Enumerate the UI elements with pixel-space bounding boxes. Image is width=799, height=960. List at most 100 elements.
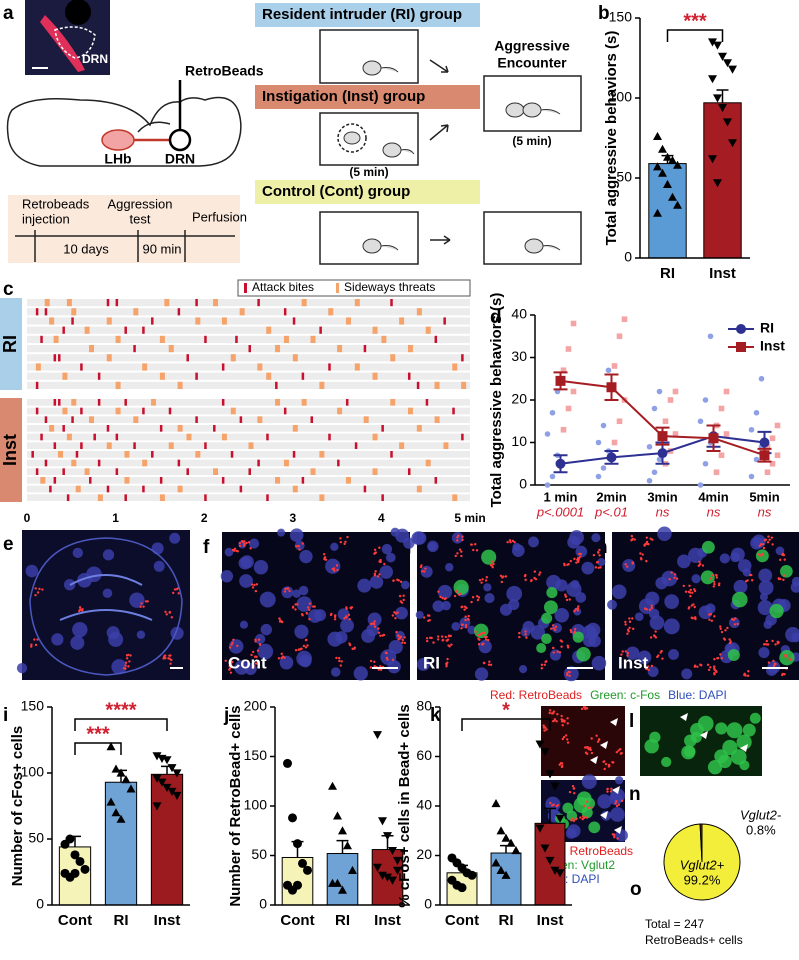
event	[80, 407, 83, 415]
nucleus	[585, 622, 601, 638]
nucleus	[758, 568, 773, 583]
event	[213, 468, 219, 475]
mice	[343, 60, 561, 254]
cell	[661, 756, 672, 768]
event	[177, 381, 183, 389]
legend-box	[237, 279, 471, 297]
pie-label: Vglut2+	[680, 857, 725, 872]
nucleus	[260, 623, 273, 636]
bead	[281, 655, 285, 658]
data-point	[506, 838, 516, 847]
nucleus	[758, 647, 770, 659]
event	[53, 335, 59, 343]
nucleus	[597, 557, 606, 567]
event	[461, 354, 464, 362]
bead	[582, 706, 586, 709]
bead	[312, 605, 315, 608]
bead	[561, 719, 565, 723]
bead	[345, 607, 348, 610]
bead	[305, 612, 309, 615]
bead	[630, 534, 634, 538]
bead	[589, 748, 592, 752]
bead	[500, 580, 503, 584]
cell	[749, 712, 761, 724]
bead	[719, 625, 722, 628]
bead	[373, 665, 376, 668]
bead	[587, 806, 590, 809]
row-track	[27, 485, 470, 493]
bead	[373, 548, 377, 552]
arrowhead	[612, 786, 620, 794]
event	[363, 416, 369, 423]
timeline-step: Aggression	[107, 196, 172, 211]
bead	[335, 564, 339, 567]
event	[204, 335, 207, 343]
bead	[170, 658, 173, 662]
nucleus	[581, 561, 595, 575]
event	[49, 317, 55, 325]
data-point	[769, 460, 776, 467]
bead	[455, 589, 459, 593]
group-header: Control (Cont) group	[262, 183, 410, 200]
y-tick-label: 200	[244, 698, 268, 714]
bead	[383, 562, 386, 566]
y-tick-label: 20	[416, 846, 432, 862]
data-point	[540, 747, 550, 757]
arrowhead	[600, 811, 608, 819]
bead	[224, 659, 227, 662]
bead	[540, 663, 544, 667]
nucleus	[169, 532, 181, 544]
event	[434, 416, 440, 423]
bead	[566, 646, 570, 649]
panel-label: a	[3, 3, 14, 24]
data-point	[545, 856, 555, 865]
bead	[596, 740, 600, 743]
bead	[164, 656, 167, 660]
bead	[254, 638, 257, 641]
x-tick-label: 1	[112, 511, 119, 525]
data-point	[764, 469, 771, 476]
bead	[746, 674, 750, 678]
cell	[546, 587, 558, 599]
bead	[783, 653, 787, 657]
error-bar	[544, 807, 556, 824]
cell	[714, 749, 728, 764]
bead	[322, 553, 326, 556]
legend-text: Red: RetroBeads	[490, 688, 582, 702]
bead	[576, 609, 580, 612]
event	[35, 381, 39, 389]
x-tick-label: Inst	[154, 912, 181, 929]
bead	[643, 607, 647, 610]
data-point	[373, 863, 382, 872]
bead	[513, 540, 516, 544]
data-point	[697, 482, 704, 488]
bead	[523, 574, 527, 578]
x-sublabel: p<.0001	[536, 504, 584, 519]
bead	[426, 614, 430, 617]
arrowhead	[740, 744, 748, 752]
event	[235, 335, 238, 343]
nucleus	[484, 592, 495, 604]
nucleus	[330, 542, 339, 552]
bead	[723, 638, 727, 641]
bead	[336, 568, 339, 572]
data-point	[697, 418, 704, 425]
cell	[727, 648, 740, 662]
data-point	[723, 431, 730, 437]
event	[159, 477, 163, 484]
event	[186, 433, 192, 441]
data-point	[570, 320, 577, 327]
bead	[249, 547, 252, 550]
cell	[755, 549, 769, 563]
panel-label: j	[223, 705, 229, 726]
event	[40, 433, 43, 441]
bead	[554, 625, 558, 629]
data-point	[116, 768, 126, 777]
data-point	[467, 870, 477, 880]
cell	[684, 745, 696, 758]
nucleus	[25, 564, 39, 578]
bead	[471, 596, 475, 599]
bead	[611, 833, 615, 836]
event	[89, 416, 95, 423]
bead	[713, 665, 716, 668]
